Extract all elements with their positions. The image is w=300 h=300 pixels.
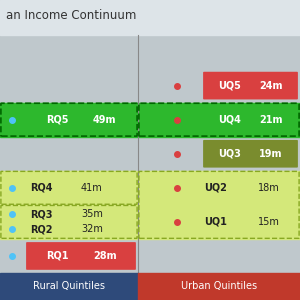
FancyBboxPatch shape	[26, 242, 136, 270]
Text: 32m: 32m	[81, 224, 103, 234]
Text: UQ2: UQ2	[204, 183, 227, 193]
Text: 21m: 21m	[259, 115, 283, 125]
Bar	[0, 0, 300, 34]
Text: RQ4: RQ4	[30, 183, 52, 193]
Bar	[0, 205, 300, 239]
Text: RQ1: RQ1	[46, 251, 68, 261]
Text: 41m: 41m	[81, 183, 103, 193]
Text: UQ4: UQ4	[219, 115, 242, 125]
FancyBboxPatch shape	[26, 106, 136, 134]
Text: UQ3: UQ3	[219, 149, 242, 159]
Text: UQ1: UQ1	[204, 217, 227, 227]
Text: RQ5: RQ5	[46, 115, 68, 125]
Text: 19m: 19m	[259, 149, 283, 159]
Text: RQ2: RQ2	[30, 224, 52, 234]
Text: Urban Quintiles: Urban Quintiles	[181, 281, 257, 292]
Text: an Income Continuum: an Income Continuum	[6, 9, 136, 22]
FancyBboxPatch shape	[203, 72, 298, 100]
Text: 28m: 28m	[93, 251, 117, 261]
Text: Rural Quintiles: Rural Quintiles	[33, 281, 105, 292]
Text: 18m: 18m	[258, 183, 280, 193]
Text: 35m: 35m	[81, 209, 103, 219]
FancyBboxPatch shape	[203, 106, 298, 134]
Text: 24m: 24m	[259, 81, 283, 91]
Text: UQ5: UQ5	[219, 81, 242, 91]
Bar	[0, 103, 300, 137]
Bar	[0, 171, 300, 205]
Text: RQ3: RQ3	[30, 209, 52, 219]
Text: 15m: 15m	[258, 217, 280, 227]
Text: 49m: 49m	[93, 115, 116, 125]
Bar	[138, 273, 300, 300]
Bar	[0, 273, 138, 300]
FancyBboxPatch shape	[203, 140, 298, 168]
